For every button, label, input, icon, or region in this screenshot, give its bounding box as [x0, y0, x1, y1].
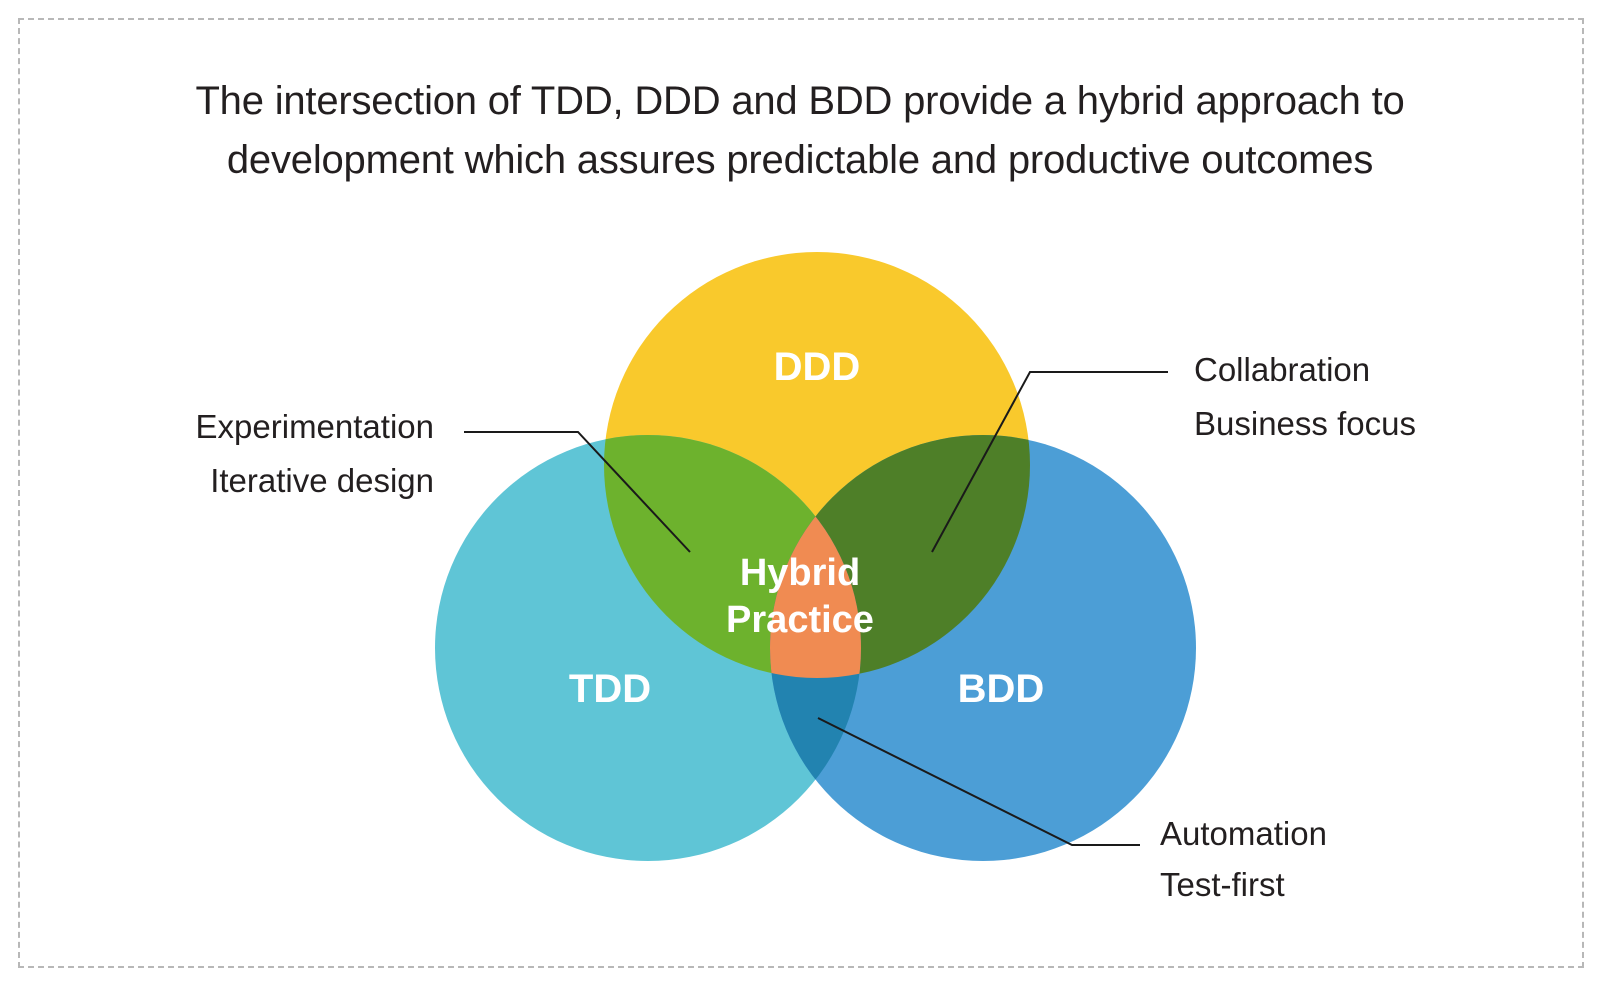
leader-line-experimentation — [464, 431, 691, 553]
callout-experimentation-line-1: Experimentation — [196, 408, 434, 445]
venn-label-bdd: BDD — [958, 667, 1045, 711]
venn-center-label-line-1: Hybrid — [740, 552, 860, 594]
headline-line-2: development which assures predictable an… — [226, 138, 1374, 183]
venn-label-ddd: DDD — [774, 345, 861, 389]
callout-experimentation-line-2: Iterative design — [210, 462, 434, 499]
page-title: The intersection of TDD, DDD and BDD pro… — [110, 72, 1490, 190]
callout-automation-line-1: Automation — [1160, 815, 1327, 852]
callout-collabration-line-2: Business focus — [1194, 405, 1416, 442]
leader-line-automation — [817, 717, 1140, 846]
callout-collabration-line-1: Collabration — [1194, 351, 1370, 388]
venn-center-label-line-2: Practice — [726, 599, 874, 641]
headline-line-1: The intersection of TDD, DDD and BDD pro… — [195, 79, 1405, 123]
venn-label-tdd: TDD — [569, 667, 651, 711]
leader-line-collabration — [931, 371, 1168, 553]
callout-automation-line-2: Test-first — [1160, 866, 1285, 903]
